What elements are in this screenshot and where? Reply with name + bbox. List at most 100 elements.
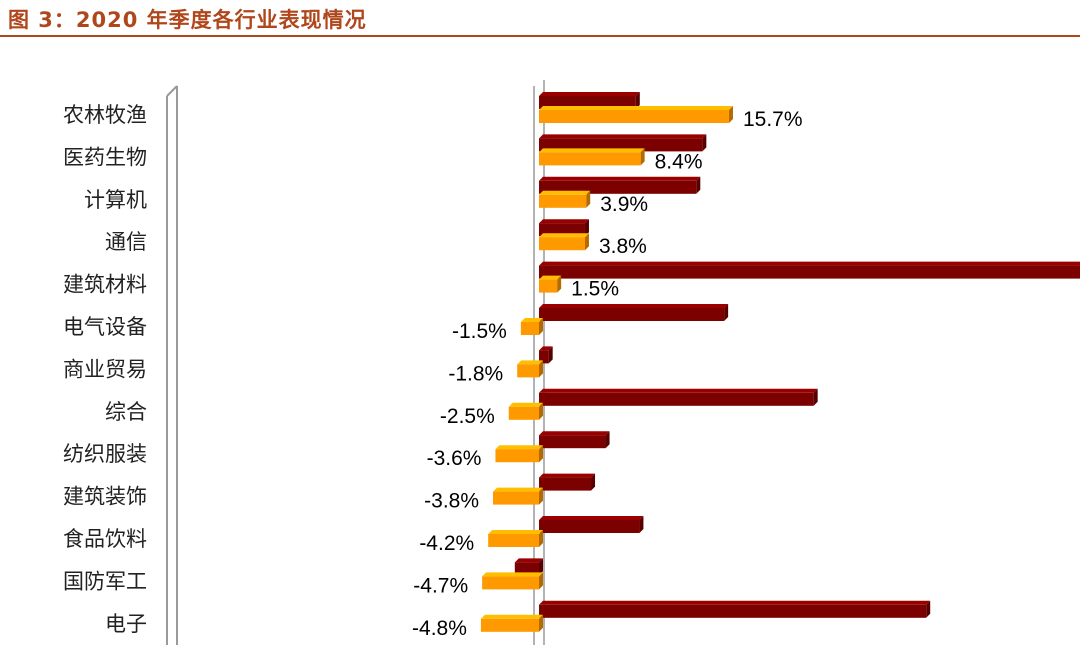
- bar-dark-3-top: [539, 219, 589, 224]
- bar-dark-9-top: [539, 473, 596, 478]
- bar-dark-4: [539, 261, 1080, 279]
- bar-orange-6-front: [517, 364, 539, 378]
- bar-orange-9-front: [493, 491, 539, 505]
- bar-orange-1-top: [539, 148, 645, 153]
- value-label: 3.8%: [599, 235, 647, 258]
- bar-dark-12-front: [539, 604, 927, 618]
- value-label: 15.7%: [743, 108, 803, 131]
- bar-dark-0-front: [539, 96, 636, 109]
- bar-dark-11-top: [514, 558, 543, 563]
- axis-wall-top: [166, 85, 178, 97]
- chart-title: 图 3：2020 年季度各行业表现情况: [8, 8, 367, 32]
- bar-orange-11: [482, 572, 543, 590]
- bar-orange-5-side: [539, 318, 543, 335]
- category-label: 食品饮料: [63, 527, 147, 551]
- category-label: 建筑材料: [63, 273, 147, 297]
- bar-dark-2-front: [539, 180, 697, 194]
- bar-dark-8: [539, 431, 610, 449]
- bar-dark-3-side: [584, 219, 589, 237]
- bar-orange-0: [539, 106, 733, 123]
- bar-dark-8-side: [605, 431, 610, 449]
- bar-dark-6-top: [539, 346, 553, 351]
- bar-dark-8-front: [539, 435, 606, 449]
- bar-orange-10-top: [488, 530, 543, 534]
- bar-dark-0-side: [635, 92, 640, 109]
- bar-orange-0-front: [539, 110, 729, 123]
- bar-dark-3: [539, 219, 589, 237]
- bar-orange-12-top: [480, 614, 543, 619]
- bar-orange-7: [508, 402, 543, 420]
- bar-dark-11-front: [514, 562, 539, 576]
- bar-orange-10-front: [488, 534, 539, 547]
- value-label: -3.6%: [427, 447, 482, 470]
- bar-dark-2-side: [696, 176, 701, 194]
- bar-orange-1: [539, 148, 645, 166]
- bar-orange-8: [495, 445, 543, 463]
- bar-orange-11-top: [482, 572, 543, 577]
- bar-orange-7-top: [508, 402, 543, 407]
- bar-orange-12: [480, 614, 543, 632]
- bar-dark-8-top: [539, 431, 610, 436]
- value-label: -3.8%: [424, 490, 479, 513]
- bar-dark-1-top: [539, 134, 707, 139]
- bar-dark-10-top: [539, 516, 644, 520]
- bar-dark-6: [539, 346, 553, 364]
- bar-dark-2: [539, 176, 701, 194]
- bar-orange-11-side: [539, 572, 543, 590]
- bar-dark-0: [539, 92, 640, 109]
- bar-orange-4: [539, 275, 562, 293]
- bar-orange-1-side: [640, 148, 645, 166]
- bar-orange-6-top: [517, 360, 543, 365]
- bar-dark-7-side: [813, 388, 818, 406]
- bar-dark-11: [514, 558, 543, 576]
- bar-dark-1: [539, 134, 707, 152]
- bar-dark-5-front: [539, 308, 725, 321]
- value-labels: 15.7% 8.4% 3.9% 3.8% 1.5% -1.5% -1.8% -2.5% -3.6…: [412, 108, 802, 640]
- value-label: -1.5%: [452, 320, 507, 343]
- bar-orange-12-front: [480, 618, 539, 632]
- value-label: -4.7%: [413, 574, 468, 597]
- bar-dark-9-front: [539, 477, 592, 491]
- bar-dark-12-side: [926, 600, 931, 618]
- value-label: -4.8%: [412, 617, 467, 640]
- bar-dark-12: [539, 600, 931, 618]
- bar-dark-6-side: [548, 346, 553, 364]
- bar-orange-8-top: [495, 445, 543, 450]
- category-label: 国防军工: [63, 569, 147, 593]
- bar-orange-3-front: [539, 237, 585, 251]
- bar-orange-8-side: [539, 445, 543, 463]
- bar-dark-11-side: [539, 558, 543, 576]
- category-label: 综合: [105, 400, 147, 424]
- bar-orange-5: [520, 318, 543, 335]
- bar-orange-3: [539, 233, 589, 251]
- bar-orange-12-side: [539, 614, 543, 632]
- bar-orange-5-top: [520, 318, 543, 322]
- bar-dark-10: [539, 516, 644, 533]
- value-label: 1.5%: [571, 278, 619, 301]
- bar-dark-1-front: [539, 138, 703, 152]
- bar-orange-4-top: [539, 275, 562, 280]
- bar-dark-0-top: [539, 92, 640, 96]
- bar-orange-2-top: [539, 190, 591, 195]
- bar-dark-5-top: [539, 304, 729, 308]
- bar-dark-7-top: [539, 388, 818, 393]
- bar-dark-7-front: [539, 392, 814, 406]
- bar-dark-1-side: [702, 134, 707, 152]
- category-label: 通信: [105, 230, 147, 254]
- bar-orange-4-side: [557, 275, 562, 293]
- category-label: 商业贸易: [63, 357, 147, 381]
- value-label: -1.8%: [448, 362, 503, 385]
- bar-dark-6-front: [539, 350, 549, 364]
- bar-dark-4-top: [539, 261, 1080, 266]
- bar-orange-10: [488, 530, 543, 547]
- bar-orange-3-top: [539, 233, 589, 238]
- value-label: -2.5%: [440, 405, 495, 428]
- bar-orange-9-top: [493, 487, 543, 492]
- title-divider: [0, 35, 1080, 37]
- bar-dark-9: [539, 473, 596, 491]
- bar-orange-0-top: [539, 106, 733, 110]
- bar-orange-6: [517, 360, 543, 378]
- bar-dark-7: [539, 388, 818, 406]
- bar-orange-7-side: [539, 402, 543, 420]
- bar-orange-0-side: [728, 106, 733, 123]
